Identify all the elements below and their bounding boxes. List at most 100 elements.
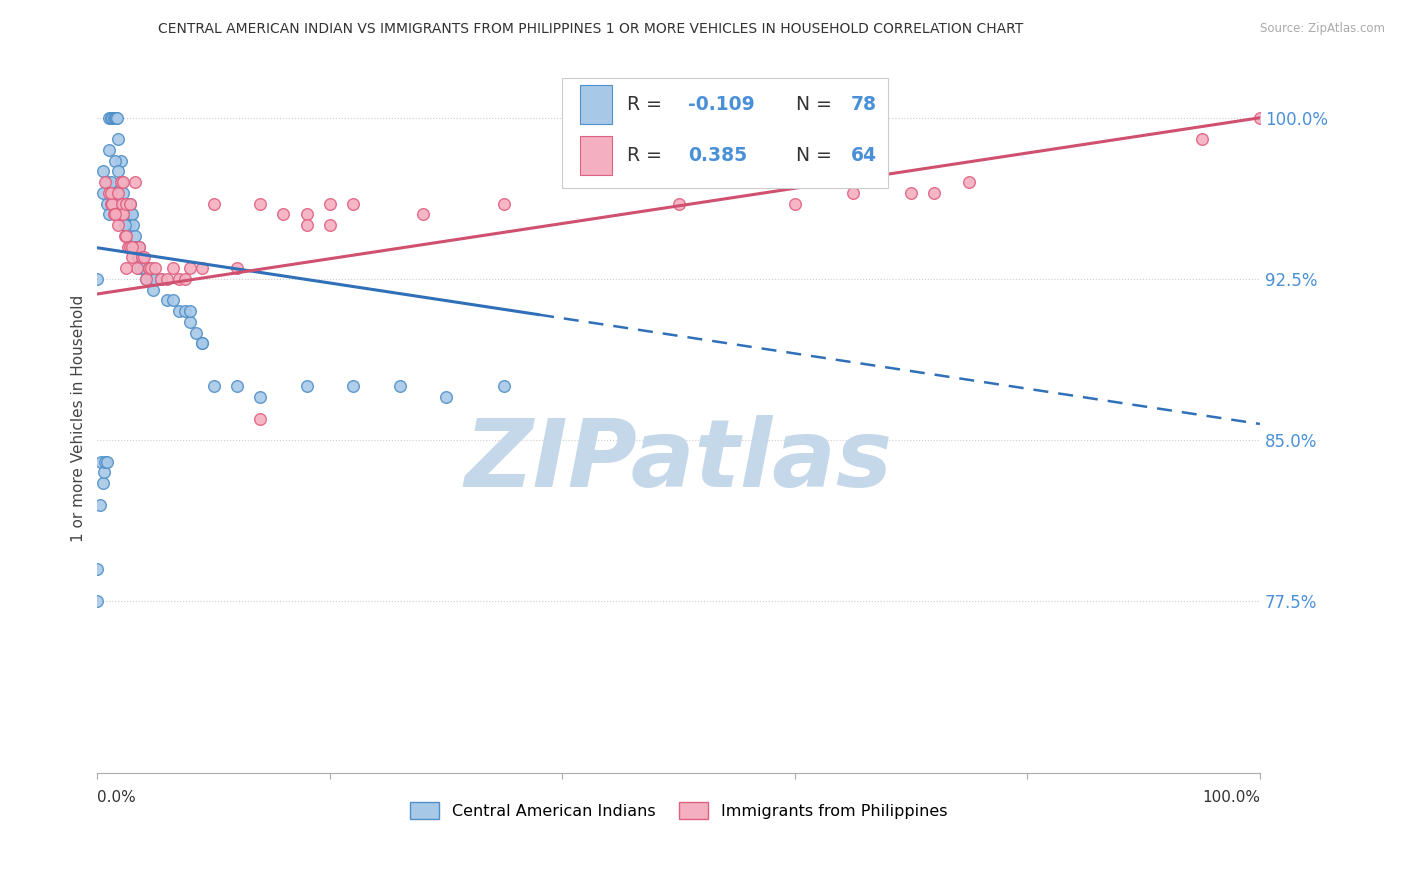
- Point: [110, 153, 132, 168]
- Point: [131, 251, 153, 265]
- Point: [111, 175, 134, 189]
- Point: [434, 390, 457, 404]
- Point: [494, 379, 516, 393]
- Point: [139, 272, 162, 286]
- Point: [186, 326, 208, 340]
- Text: R =: R =: [627, 95, 668, 114]
- Point: [107, 196, 129, 211]
- Point: [107, 164, 129, 178]
- Text: 100.0%: 100.0%: [1202, 790, 1260, 805]
- Text: ZIPatlas: ZIPatlas: [464, 415, 893, 508]
- Point: [118, 196, 141, 211]
- Point: [107, 186, 129, 200]
- Point: [128, 240, 150, 254]
- Point: [107, 218, 129, 232]
- Text: 78: 78: [851, 95, 877, 114]
- Point: [104, 153, 127, 168]
- Point: [114, 229, 136, 244]
- Point: [127, 251, 149, 265]
- Point: [96, 175, 118, 189]
- Point: [162, 261, 184, 276]
- Point: [100, 196, 122, 211]
- Point: [179, 304, 201, 318]
- Point: [114, 218, 136, 232]
- Point: [173, 272, 195, 286]
- Point: [900, 186, 922, 200]
- Point: [388, 379, 411, 393]
- Y-axis label: 1 or more Vehicles in Household: 1 or more Vehicles in Household: [72, 295, 86, 542]
- Point: [101, 111, 124, 125]
- Point: [100, 111, 122, 125]
- Point: [111, 186, 134, 200]
- Point: [121, 207, 143, 221]
- Bar: [579, 136, 613, 175]
- Point: [319, 218, 342, 232]
- Point: [104, 207, 127, 221]
- Point: [115, 196, 138, 211]
- Point: [179, 315, 201, 329]
- Point: [104, 207, 127, 221]
- Point: [167, 304, 190, 318]
- Point: [138, 261, 160, 276]
- Point: [156, 272, 179, 286]
- Point: [110, 175, 132, 189]
- Point: [111, 196, 134, 211]
- Point: [124, 229, 146, 244]
- Point: [342, 196, 364, 211]
- Point: [101, 196, 124, 211]
- Point: [121, 251, 143, 265]
- Point: [118, 240, 141, 254]
- Point: [112, 196, 135, 211]
- Point: [142, 283, 165, 297]
- Point: [110, 207, 132, 221]
- Point: [125, 261, 148, 276]
- Point: [104, 207, 127, 221]
- Point: [191, 336, 214, 351]
- Point: [179, 261, 201, 276]
- Point: [162, 293, 184, 308]
- Point: [110, 175, 132, 189]
- Point: [145, 272, 167, 286]
- Point: [1191, 132, 1213, 146]
- Point: [117, 196, 139, 211]
- Point: [202, 379, 225, 393]
- Text: CENTRAL AMERICAN INDIAN VS IMMIGRANTS FROM PHILIPPINES 1 OR MORE VEHICLES IN HOU: CENTRAL AMERICAN INDIAN VS IMMIGRANTS FR…: [157, 22, 1024, 37]
- Point: [249, 196, 271, 211]
- Point: [115, 261, 138, 276]
- Point: [90, 454, 112, 468]
- Point: [111, 207, 134, 221]
- Point: [100, 175, 122, 189]
- Point: [191, 336, 214, 351]
- Point: [98, 111, 121, 125]
- Point: [115, 229, 138, 244]
- Point: [89, 498, 111, 512]
- Point: [135, 272, 157, 286]
- Point: [249, 390, 271, 404]
- Point: [98, 143, 121, 157]
- Point: [132, 261, 155, 276]
- Point: [117, 240, 139, 254]
- Point: [124, 175, 146, 189]
- Point: [115, 196, 138, 211]
- Point: [115, 207, 138, 221]
- Point: [111, 175, 134, 189]
- Point: [295, 218, 318, 232]
- Point: [120, 207, 142, 221]
- Point: [111, 207, 134, 221]
- Point: [225, 379, 247, 393]
- Point: [249, 411, 271, 425]
- Point: [98, 186, 121, 200]
- Point: [107, 132, 129, 146]
- Point: [104, 111, 127, 125]
- Point: [103, 111, 125, 125]
- Point: [124, 240, 146, 254]
- Point: [101, 196, 124, 211]
- Point: [105, 207, 128, 221]
- Point: [167, 272, 190, 286]
- Point: [783, 196, 806, 211]
- Point: [319, 196, 342, 211]
- Point: [342, 379, 364, 393]
- Point: [118, 196, 141, 211]
- Point: [132, 251, 155, 265]
- Point: [94, 454, 117, 468]
